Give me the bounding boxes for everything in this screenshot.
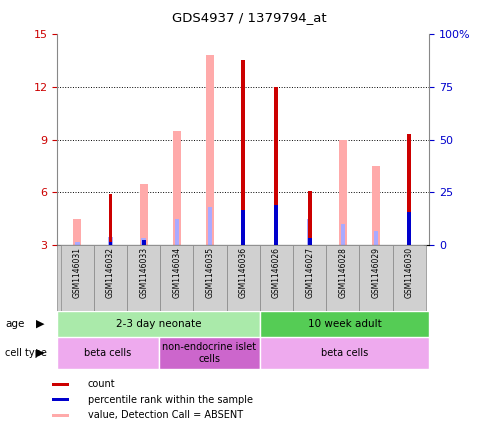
Text: percentile rank within the sample: percentile rank within the sample [88,395,253,405]
Bar [227,245,260,311]
Bar [127,245,160,311]
Bar [52,398,69,401]
Bar [308,191,312,245]
Bar [293,245,326,311]
Bar [407,212,411,245]
Text: count: count [88,379,115,390]
Bar [340,224,345,245]
Text: GSM1146026: GSM1146026 [272,247,281,298]
Bar [108,236,113,245]
Text: 10 week adult: 10 week adult [308,319,382,329]
Text: GSM1146028: GSM1146028 [338,247,347,298]
Bar [73,219,81,245]
Bar [260,311,429,337]
Bar [206,55,214,245]
Bar [407,135,411,245]
Text: non-endocrine islet
cells: non-endocrine islet cells [162,342,256,364]
Bar [142,240,146,245]
Bar [359,245,393,311]
Bar [159,337,260,369]
Text: 2-3 day neonate: 2-3 day neonate [116,319,202,329]
Text: GSM1146033: GSM1146033 [139,247,148,299]
Text: GSM1146031: GSM1146031 [73,247,82,298]
Text: age: age [5,319,24,329]
Bar [308,238,312,245]
Text: value, Detection Call = ABSENT: value, Detection Call = ABSENT [88,410,243,420]
Text: GSM1146030: GSM1146030 [405,247,414,299]
Bar [61,245,94,311]
Bar [194,245,227,311]
Text: GSM1146032: GSM1146032 [106,247,115,298]
Bar [274,87,278,245]
Text: GSM1146036: GSM1146036 [239,247,248,299]
Bar [52,414,69,417]
Bar [260,337,429,369]
Bar [140,184,148,245]
Bar [274,205,278,245]
Bar [175,219,179,245]
Bar [339,140,347,245]
Text: cell type: cell type [5,348,47,358]
Bar [260,245,293,311]
Text: beta cells: beta cells [84,348,132,358]
Bar [57,337,159,369]
Text: GDS4937 / 1379794_at: GDS4937 / 1379794_at [172,11,327,24]
Bar [374,231,378,245]
Bar [141,238,146,245]
Bar [57,311,260,337]
Bar [372,166,380,245]
Bar [307,219,312,245]
Bar [94,245,127,311]
Text: GSM1146034: GSM1146034 [172,247,181,299]
Bar [75,242,79,245]
Text: GSM1146027: GSM1146027 [305,247,314,298]
Bar [242,210,245,245]
Bar [173,131,181,245]
Bar [52,383,69,386]
Bar [326,245,359,311]
Bar [242,60,245,245]
Bar [108,194,112,245]
Bar [108,242,112,245]
Bar [393,245,426,311]
Text: ▶: ▶ [36,348,44,358]
Bar [160,245,194,311]
Text: GSM1146029: GSM1146029 [372,247,381,298]
Text: GSM1146035: GSM1146035 [206,247,215,299]
Bar [208,206,213,245]
Text: beta cells: beta cells [321,348,368,358]
Text: ▶: ▶ [36,319,44,329]
